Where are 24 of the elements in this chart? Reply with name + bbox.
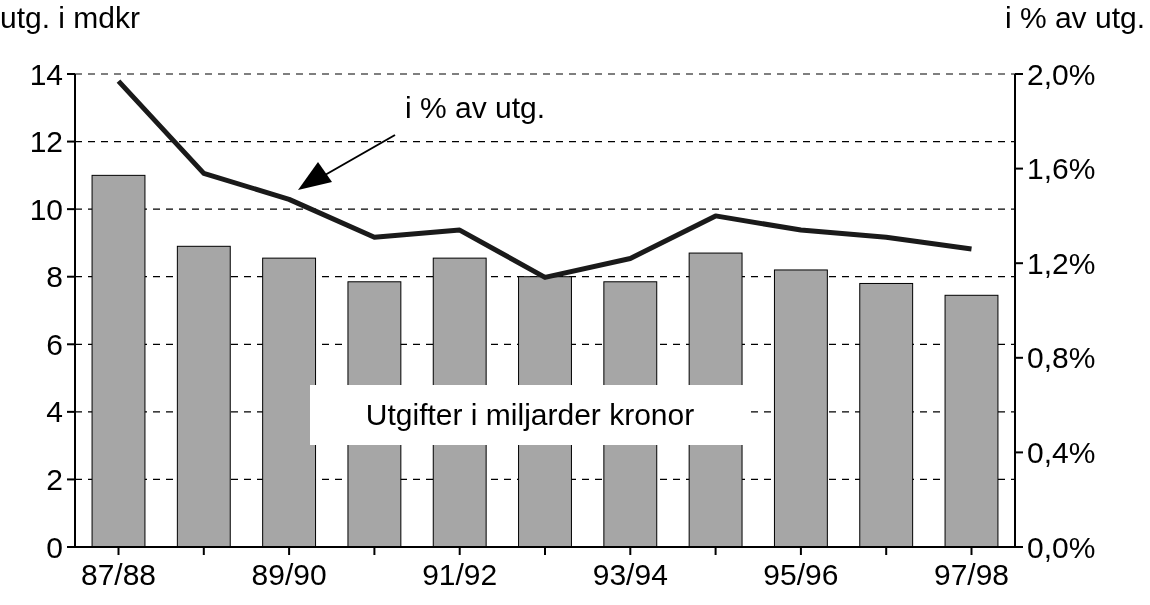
y-axis-title: utg. i mdkr bbox=[0, 1, 141, 34]
y-tick-label: 4 bbox=[46, 395, 63, 429]
x-tick-label: 95/96 bbox=[763, 558, 839, 591]
y-tick-label: 6 bbox=[46, 327, 63, 361]
x-tick-label: 91/92 bbox=[422, 558, 498, 591]
y-tick-label: 2 bbox=[46, 462, 63, 496]
y2-axis-title: i % av utg. bbox=[1004, 1, 1145, 34]
annotation: i % av utg. bbox=[404, 91, 546, 124]
x-tick-label: 89/90 bbox=[251, 558, 327, 591]
y2-tick-label: 1,2% bbox=[1027, 246, 1096, 280]
x-tick-label: 93/94 bbox=[592, 558, 668, 591]
y2-tick-label: 2,0% bbox=[1027, 57, 1096, 91]
x-tick-label: 87/88 bbox=[80, 558, 157, 591]
y-tick-label: 10 bbox=[29, 192, 63, 226]
y2-tick-label: 0,4% bbox=[1027, 435, 1096, 469]
y2-tick-label: 0,0% bbox=[1027, 530, 1096, 564]
y2-tick-label: 1,6% bbox=[1027, 152, 1096, 186]
y2-tick-label: 0,8% bbox=[1027, 341, 1096, 375]
y-tick-label: 0 bbox=[46, 530, 63, 564]
annotation: Utgifter i miljarder kronor bbox=[365, 398, 695, 431]
y-tick-label: 14 bbox=[29, 57, 63, 91]
y-tick-label: 12 bbox=[29, 125, 63, 159]
y-tick-label: 8 bbox=[46, 260, 63, 294]
x-tick-label: 97/98 bbox=[933, 558, 1010, 591]
